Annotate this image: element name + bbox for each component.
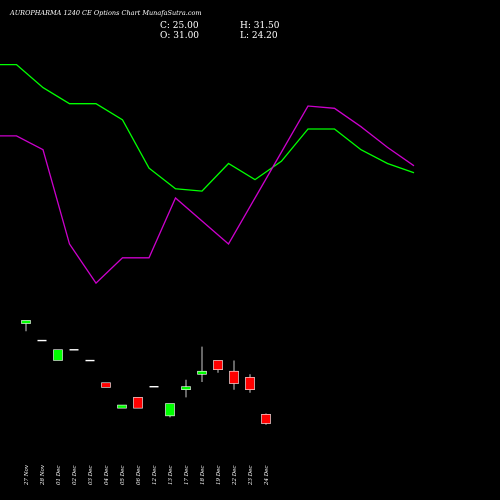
stat-open: O: 31.00: [160, 31, 199, 41]
stat-close: C: 25.00: [160, 21, 199, 31]
x-tick-label: 05 Dec: [120, 466, 126, 486]
band-line-1: [0, 63, 415, 192]
candle-body: [165, 403, 175, 417]
candle-7: [117, 404, 127, 409]
candle-15: [245, 374, 255, 393]
candle-9: [149, 386, 159, 388]
candle-body: [69, 349, 79, 351]
band-lines: [0, 63, 415, 285]
x-axis-ticks: 27 Nov 28 Nov 01 Dec 02 Dec 03 Dec 04 Dec 05 D…: [24, 464, 270, 486]
candle-8: [133, 397, 143, 409]
candle-body: [133, 397, 143, 409]
candle-body: [197, 370, 207, 375]
candle-3: [53, 349, 63, 361]
candle-2: [37, 339, 47, 342]
x-tick-label: 04 Dec: [104, 466, 110, 486]
candles: [21, 320, 271, 425]
x-tick-label: 03 Dec: [88, 466, 94, 486]
candle-6: [101, 382, 111, 388]
x-tick-label: 01 Dec: [56, 466, 62, 486]
candle-body: [117, 404, 127, 409]
candle-body: [229, 370, 239, 384]
candle-11: [181, 379, 191, 398]
candle-body: [53, 349, 63, 361]
x-tick-label: 13 Dec: [168, 466, 174, 486]
chart-title: AUROPHARMA 1240 CE Options Chart MunafaS…: [9, 9, 202, 17]
stat-low: L: 24.20: [240, 31, 278, 41]
candle-4: [69, 349, 79, 351]
candle-14: [229, 360, 239, 390]
x-tick-label: 06 Dec: [136, 466, 142, 486]
candle-12: [197, 346, 207, 382]
x-tick-label: 18 Dec: [200, 466, 206, 486]
candle-body: [245, 377, 255, 390]
candle-10: [165, 403, 175, 418]
candle-16: [261, 413, 271, 425]
candle-body: [37, 339, 47, 342]
candle-body: [261, 414, 271, 424]
candle-1: [21, 320, 31, 332]
candle-5: [85, 359, 95, 362]
candle-body: [101, 382, 111, 388]
band-line-2: [0, 105, 415, 285]
x-tick-label: 19 Dec: [216, 466, 222, 486]
candle-body: [181, 386, 191, 390]
candle-body: [213, 360, 223, 370]
stat-high: H: 31.50: [240, 21, 280, 31]
x-tick-label: 12 Dec: [152, 466, 158, 486]
x-tick-label: 24 Dec: [264, 466, 270, 487]
x-tick-label: 22 Dec: [232, 466, 238, 487]
candle-body: [85, 359, 95, 362]
x-tick-label: 23 Dec: [248, 466, 254, 487]
x-tick-label: 17 Dec: [184, 466, 190, 486]
x-tick-label: 28 Nov: [40, 464, 46, 486]
candle-body: [149, 386, 159, 388]
candle-13: [213, 360, 223, 373]
candle-body: [21, 320, 31, 324]
x-tick-label: 02 Dec: [72, 466, 78, 486]
x-tick-label: 27 Nov: [24, 464, 30, 486]
